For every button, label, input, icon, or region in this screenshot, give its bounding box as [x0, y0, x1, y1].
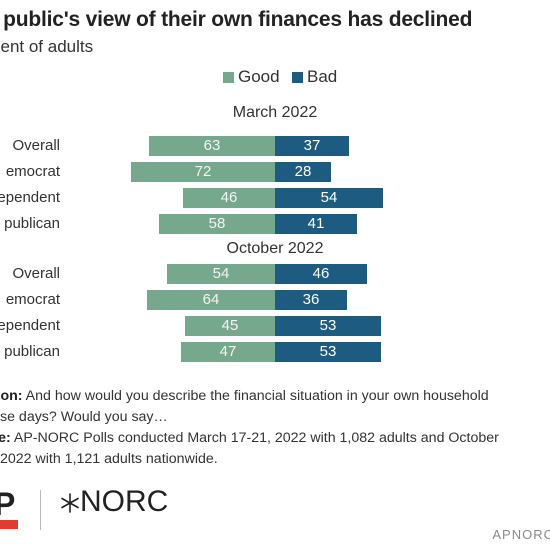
chart-notes: estion: And how would you describe the f…: [0, 386, 550, 470]
bar-good: [131, 162, 275, 182]
legend-swatch-good: [223, 72, 234, 83]
bar-good-value: 63: [203, 137, 221, 154]
bar-good: [149, 136, 275, 156]
bar-good-value: 72: [194, 163, 212, 180]
group-label: March 2022: [232, 104, 318, 121]
norc-logo: NORC: [80, 485, 169, 518]
bar-bad-value: 36: [302, 291, 320, 308]
ap-logo: P: [0, 486, 15, 522]
legend-swatch-bad: [292, 72, 303, 83]
question-text: And how would you describe the financial…: [22, 388, 489, 404]
bar-good-value: 58: [208, 215, 226, 232]
bar-good: [183, 188, 275, 208]
bar-bad-value: 41: [307, 215, 325, 232]
category-label: ependent: [0, 317, 60, 334]
bar-bad-value: 53: [319, 317, 337, 334]
bar-bad: [275, 162, 331, 182]
legend-label-bad: Bad: [307, 67, 338, 86]
bar-good: [167, 264, 275, 284]
source-note: urce: AP-NORC Polls conducted March 17-2…: [0, 428, 550, 449]
ap-logo-bar: [0, 520, 18, 529]
category-label: ependent: [0, 189, 60, 206]
norc-star-icon: [61, 493, 79, 513]
category-label: emocrat: [5, 291, 60, 308]
chart-subtitle: cent of adults: [0, 37, 94, 56]
question-label: estion:: [0, 388, 23, 404]
bar-good-value: 45: [221, 317, 239, 334]
group-label: October 2022: [226, 240, 324, 257]
bar-bad-value: 37: [303, 137, 321, 154]
bar-good-value: 64: [202, 291, 220, 308]
bar-bad: [275, 290, 347, 310]
legend: Good Bad: [0, 67, 550, 89]
source-watermark: APNORC: [492, 527, 550, 542]
category-label: emocrat: [5, 163, 60, 180]
footer-divider: [40, 490, 41, 530]
category-label: Overall: [12, 137, 60, 154]
bar-good: [181, 342, 275, 362]
bar-bad-value: 53: [319, 343, 337, 360]
bar-bad: [275, 214, 357, 234]
category-label: Overall: [12, 265, 60, 282]
source-note-continued: 2022 with 1,121 adults nationwide.: [0, 451, 218, 467]
question-note-continued: se days? Would you say…: [0, 409, 168, 425]
bar-good-value: 47: [219, 343, 237, 360]
source-label: urce:: [0, 430, 11, 446]
bar-good: [185, 316, 275, 336]
category-label: publican: [4, 343, 60, 360]
bar-good: [159, 214, 275, 234]
bar-bad-value: 28: [294, 163, 312, 180]
source-text: AP-NORC Polls conducted March 17-21, 202…: [10, 430, 499, 446]
bar-bad: [275, 316, 381, 336]
legend-label-good: Good: [238, 67, 280, 86]
bar-good-value: 46: [220, 189, 238, 206]
bar-bad: [275, 264, 367, 284]
bar-good-value: 54: [212, 265, 230, 282]
bar-good: [147, 290, 275, 310]
bar-bad: [275, 188, 383, 208]
question-note: estion: And how would you describe the f…: [0, 386, 550, 407]
bar-bad-value: 46: [312, 265, 330, 282]
bar-bad-value: 54: [320, 189, 338, 206]
bar-bad: [275, 342, 381, 362]
chart-title: e public's view of their own finances ha…: [0, 8, 473, 31]
bar-bad: [275, 136, 349, 156]
category-label: publican: [4, 215, 60, 232]
